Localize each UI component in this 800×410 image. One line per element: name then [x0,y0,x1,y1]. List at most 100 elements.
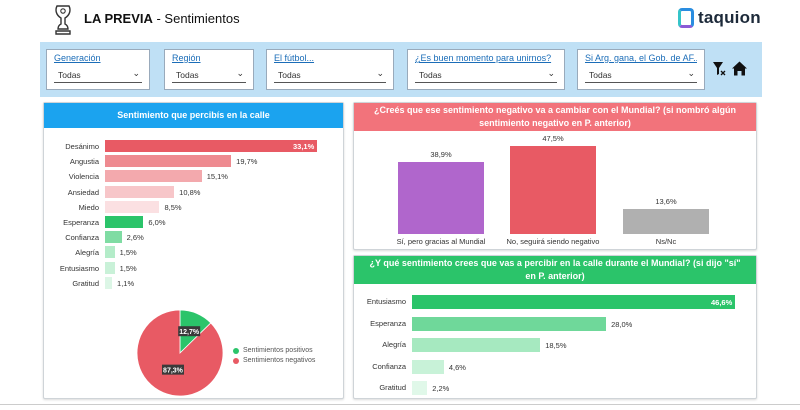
bar [105,261,115,274]
page-title: LA PREVIA - Sentimientos [84,11,240,26]
column-value-label: 38,9% [430,149,452,159]
pie-chart-positivos-negativos: 12,7% 87,3% [136,309,224,397]
legend-negativos: Sentimientos negativos [233,357,315,364]
filter-dropdown[interactable]: Todas ⌄ [415,67,557,83]
bar-value-label: 2,2% [432,384,450,393]
brand-logo: taquion [678,8,761,28]
filter-value: Todas [278,70,301,80]
column-chart-cambio: 38,9% Sí, pero gracias al Mundial 47,5% No,… [354,103,756,249]
filter-region[interactable]: Región Todas ⌄ [164,49,254,90]
title-separator: - [152,11,165,26]
filter-dropdown[interactable]: Todas ⌄ [274,67,386,83]
panel-cambiar-mundial: ¿Creés que ese sentimiento negativo va a… [353,102,757,250]
page-divider [0,404,800,405]
filter-dropdown[interactable]: Todas ⌄ [585,67,697,83]
bar-category-label: Alegría [75,248,99,258]
pie-value-label: 87,3% [163,368,184,375]
bar-value-label: 15,1% [206,172,228,182]
bar [105,155,232,168]
brand-name: taquion [698,8,761,27]
bar-value-label: 1,5% [119,248,137,258]
bar [105,231,122,244]
brand-logo-icon [678,8,694,28]
bar-category-label: Ansiedad [67,187,99,197]
pie-label-background [161,364,184,375]
chevron-down-icon: ⌄ [376,68,384,78]
bar-category-label: Miedo [78,202,99,212]
bar-category-label: Gratitud [379,383,406,392]
column [398,161,484,234]
header-bar: LA PREVIA - Sentimientos taquion [0,0,800,40]
legend-positivos: Sentimientos positivos [233,347,313,354]
bar-category-label: Violencia [68,172,99,182]
bar [105,140,317,152]
filter-dropdown[interactable]: Todas ⌄ [54,67,142,83]
bar-category-label: Gratitud [72,278,99,288]
column-category-label: Sí, pero gracias al Mundial [396,237,486,246]
filter-label: El fútbol... [274,53,315,63]
panel-title: ¿Creés que ese sentimiento negativo va a… [354,103,756,131]
bar-value-label: 19,7% [236,157,258,167]
legend-label: Sentimientos negativos [243,357,316,364]
bar [105,276,113,289]
bar-value-label: 1,5% [119,263,137,273]
filter-futbol[interactable]: El fútbol... Todas ⌄ [266,49,394,90]
filter-buen-momento[interactable]: ¿Es buen momento para unirnos? Todas ⌄ [407,49,565,90]
filter-value: Todas [419,70,442,80]
bar-value-label: 18,5% [545,341,567,350]
bar-value-label: 6,0% [148,218,166,227]
bar-value-label: 8,5% [164,202,182,212]
clear-filter-icon[interactable] [712,61,726,77]
filter-arg-gana[interactable]: Si Arg. gana, el Gob. de AF... Todas ⌄ [577,49,705,90]
bar-value-label: 33,1% [293,142,315,151]
column-category-label: Ns/Nc [655,237,677,246]
bar-value-label: 28,0% [611,319,633,329]
bar [105,170,202,183]
panel-title: Sentimiento que percibís en la calle [44,103,343,128]
bar-category-label: Entusiasmo [59,263,99,273]
bar [412,338,541,352]
legend-label: Sentimientos positivos [243,347,313,354]
bar [105,200,160,213]
bar [412,381,428,395]
bar-value-label: 1,1% [117,278,135,288]
filter-dropdown[interactable]: Todas ⌄ [172,67,246,83]
filter-label: Región [172,53,201,63]
bar-value-label: 10,8% [179,187,201,197]
filter-generacion[interactable]: Generación Todas ⌄ [46,49,150,90]
panel-sentimiento-mundial: ¿Y qué sentimiento crees que vas a perci… [353,255,757,399]
bar [105,216,144,228]
filter-value: Todas [58,70,81,80]
bar-chart-sentimientos: Desánimo 33,1% Angustia 19,7% Violencia 15,1%… [44,103,343,398]
page-name: Sentimientos [164,11,240,26]
legend-dot-negative [233,357,239,364]
bar-category-label: Confianza [65,233,99,243]
column-category-label: No, seguirá siendo negativo [506,237,600,246]
filter-value: Todas [589,70,612,80]
panel-sentimiento-calle: Sentimiento que percibís en la calle Des… [43,102,344,399]
panel-title: ¿Y qué sentimiento crees que vas a perci… [354,256,756,284]
chevron-down-icon: ⌄ [132,68,140,78]
app-name: LA PREVIA [84,11,153,26]
chevron-down-icon: ⌄ [547,68,555,78]
bar [105,246,115,259]
bar-value-label: 4,6% [448,362,466,372]
filter-band: Generación Todas ⌄ Región Todas ⌄ El fútbo… [40,42,762,97]
pie-slice-negative [136,309,224,397]
trophy-icon [55,5,71,35]
column [623,208,709,234]
pie-label-background [178,326,201,337]
bar-category-label: Angustia [69,157,99,167]
bar [412,295,735,309]
column-value-label: 47,5% [542,134,564,143]
home-icon[interactable] [731,60,748,77]
bar-category-label: Alegría [382,340,406,349]
bar [412,316,607,331]
pie-value-label: 12,7% [179,329,200,336]
chevron-down-icon: ⌄ [236,68,244,78]
bar [105,185,175,198]
bar-category-label: Entusiasmo [366,297,406,306]
bar [412,359,444,374]
filter-value: Todas [176,70,199,80]
chevron-down-icon: ⌄ [687,68,695,78]
